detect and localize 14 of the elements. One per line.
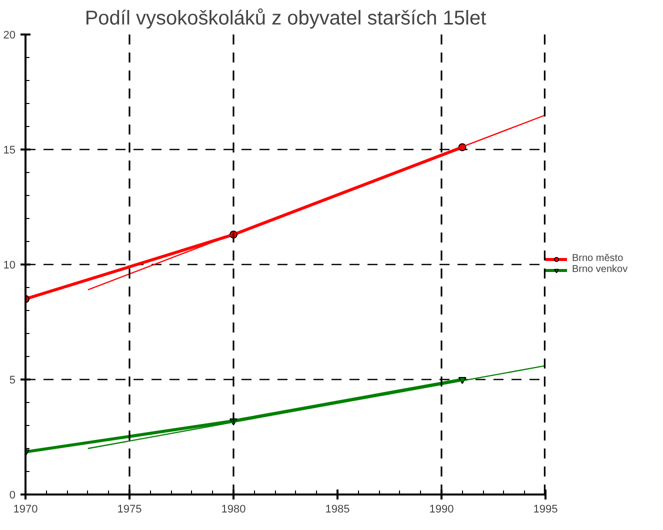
y-tick-label: 15 (3, 144, 16, 156)
x-tick-label: 1975 (117, 504, 142, 516)
legend-label: Brno město (572, 253, 624, 264)
y-tick-label: 10 (3, 260, 16, 272)
legend-label: Brno venkov (572, 264, 628, 275)
chart-title: Podíl vysokoškoláků z obyvatel starších 15let (84, 8, 487, 30)
y-tick-label: 0 (9, 490, 16, 502)
y-tick-label: 20 (3, 30, 16, 42)
y-tick-label: 5 (9, 374, 16, 386)
x-tick-label: 1980 (221, 504, 246, 516)
x-tick-label: 1990 (429, 504, 454, 516)
x-tick-label: 1985 (325, 504, 350, 516)
x-tick-label: 1995 (533, 504, 558, 516)
x-tick-label: 1970 (13, 504, 38, 516)
